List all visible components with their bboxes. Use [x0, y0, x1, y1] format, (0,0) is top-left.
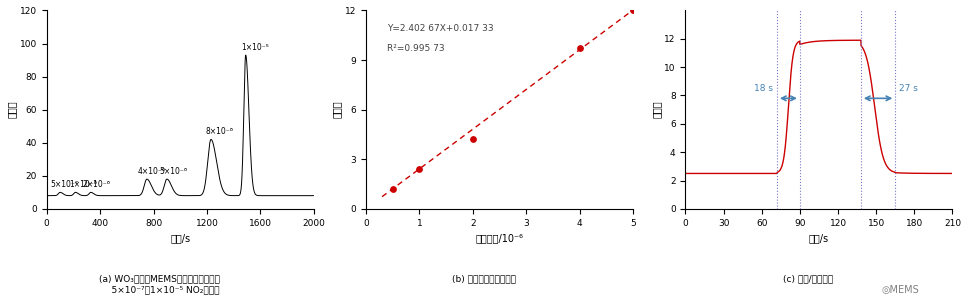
Text: 27 s: 27 s [899, 84, 918, 93]
Y-axis label: 响应値: 响应値 [651, 101, 661, 118]
Text: (c) 响应/恢复时间: (c) 响应/恢复时间 [783, 274, 833, 284]
Point [385, 187, 401, 192]
X-axis label: 时间/s: 时间/s [170, 233, 191, 243]
Text: 5×10⁻⁶: 5×10⁻⁶ [159, 167, 187, 176]
Text: R²=0.995 73: R²=0.995 73 [387, 44, 445, 53]
Point [411, 167, 427, 172]
Text: 1×10⁻⁶: 1×10⁻⁶ [70, 180, 97, 189]
Text: 2×10⁻⁶: 2×10⁻⁶ [82, 180, 110, 189]
Text: 8×10⁻⁶: 8×10⁻⁶ [205, 127, 233, 136]
Text: ◎MEMS: ◎MEMS [882, 285, 919, 295]
Text: (a) WO₃量子点MEMS传感器对体积分数
    5×10⁻⁷～1×10⁻⁵ NO₂的响应: (a) WO₃量子点MEMS传感器对体积分数 5×10⁻⁷～1×10⁻⁵ NO₂… [100, 274, 220, 294]
Point [572, 46, 588, 51]
Point [466, 137, 481, 142]
Y-axis label: 响应値: 响应値 [332, 101, 342, 118]
Y-axis label: 响应値: 响应値 [7, 101, 17, 118]
Text: 1×10⁻⁵: 1×10⁻⁵ [242, 43, 269, 52]
Point [625, 8, 641, 13]
Text: 4×10⁻⁶: 4×10⁻⁶ [137, 167, 166, 176]
X-axis label: 时间/s: 时间/s [809, 233, 829, 243]
Text: 5×10⁻⁷: 5×10⁻⁷ [50, 180, 78, 189]
Text: 18 s: 18 s [754, 84, 773, 93]
X-axis label: 体积分数/10⁻⁶: 体积分数/10⁻⁶ [475, 233, 524, 243]
Text: Y=2.402 67X+0.017 33: Y=2.402 67X+0.017 33 [387, 24, 494, 33]
Text: (b) 检测下限的线性拟合: (b) 检测下限的线性拟合 [452, 274, 516, 284]
